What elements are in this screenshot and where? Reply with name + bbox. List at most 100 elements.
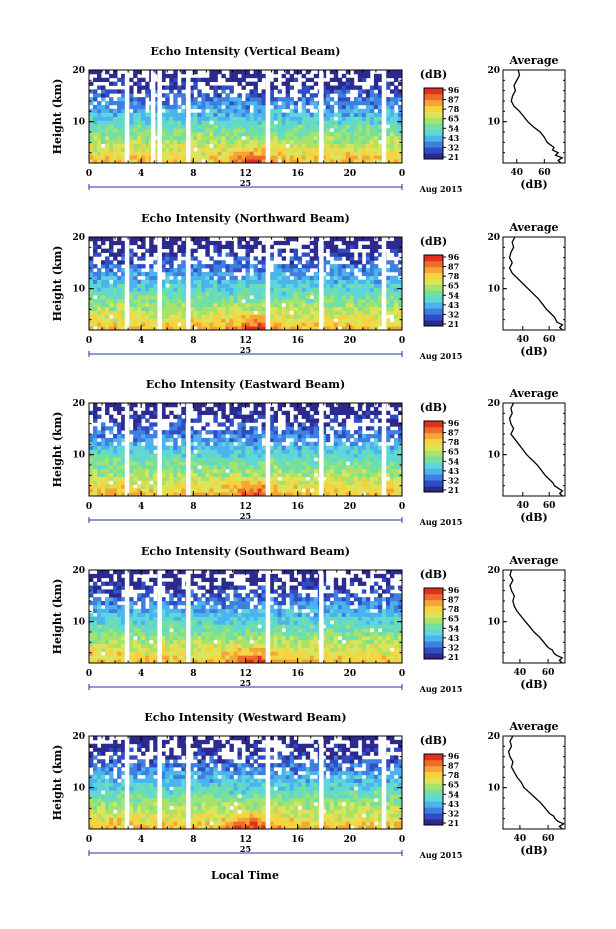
heatmap-cell [109, 240, 114, 246]
heatmap-cell [197, 112, 202, 117]
heatmap-cell [109, 248, 114, 253]
heatmap-cell [269, 128, 274, 133]
heatmap-cell [93, 306, 98, 312]
heatmap-cell [345, 248, 351, 253]
heatmap-cell [349, 132, 355, 137]
heatmap-cell [105, 271, 110, 277]
heatmap-cell [273, 139, 278, 145]
heatmap-cell [93, 279, 98, 284]
heatmap-cell [369, 264, 375, 269]
heatmap-cell [217, 314, 222, 319]
heatmap-cell [201, 108, 206, 114]
heatmap-cell [301, 89, 307, 94]
heatmap-cell [329, 310, 335, 315]
heatmap-cell [337, 89, 343, 94]
heatmap-cell [357, 124, 363, 129]
heatmap-cell [181, 484, 186, 489]
heatmap-cell [393, 472, 399, 478]
heatmap-cell [313, 248, 319, 253]
heatmap-cell [245, 240, 250, 246]
heatmap-cell [377, 237, 383, 242]
heatmap-cell [349, 318, 355, 323]
heatmap-cell [173, 492, 178, 497]
heatmap-cell [97, 449, 102, 454]
heatmap-cell [337, 430, 343, 435]
heatmap-cell [269, 318, 274, 323]
heatmap-cell [197, 430, 202, 435]
heatmap-cell [245, 434, 250, 439]
heatmap-cell [373, 299, 379, 304]
heatmap-cell [337, 85, 343, 90]
heatmap-cell [205, 306, 210, 312]
heatmap-cell [261, 143, 266, 148]
heatmap-cell [393, 139, 399, 145]
heatmap-cell [333, 264, 339, 269]
heatmap-cell [101, 237, 106, 242]
heatmap-cell [253, 81, 258, 86]
heatmap-cell [181, 159, 186, 164]
heatmap-cell [293, 306, 299, 312]
heatmap-cell [173, 322, 178, 327]
heatmap-cell [245, 306, 250, 312]
heatmap-cell [129, 414, 134, 419]
heatmap-cell [365, 271, 371, 277]
heatmap-cell [137, 457, 142, 462]
heatmap-cell [121, 279, 126, 284]
heatmap-cell [273, 147, 278, 152]
heatmap-cell [397, 453, 403, 458]
heatmap-cell [133, 430, 138, 435]
heatmap-cell [109, 484, 114, 489]
heatmap-cell [257, 453, 262, 458]
heatmap-cell [217, 108, 222, 114]
heatmap-cell [97, 430, 102, 435]
heatmap-cell [217, 422, 222, 427]
heatmap-cell [257, 260, 262, 265]
heatmap-cell [261, 434, 266, 439]
heatmap-cell [153, 410, 158, 416]
heatmap-cell [201, 484, 206, 489]
heatmap-cell [129, 326, 134, 331]
heatmap-cell [249, 139, 254, 145]
heatmap-cell [209, 128, 214, 133]
heatmap-cell [313, 295, 319, 300]
heatmap-cell [149, 465, 154, 470]
heatmap-cell [201, 492, 206, 497]
heatmap-cell [273, 410, 278, 416]
heatmap-cell [393, 77, 399, 83]
heatmap-cell [221, 406, 226, 412]
heatmap-cell [257, 484, 262, 489]
heatmap-cell [373, 457, 379, 462]
heatmap-cell [205, 488, 210, 493]
heatmap-cell [93, 151, 98, 156]
heatmap-cell [385, 116, 391, 121]
heatmap-cell [189, 116, 194, 121]
heatmap-cell [133, 306, 138, 312]
heatmap-cell [189, 449, 194, 454]
heatmap-cell [249, 461, 254, 466]
heatmap-cell [385, 81, 391, 86]
heatmap-cell [273, 472, 278, 478]
heatmap-cell [369, 116, 375, 121]
heatmap-cell [113, 132, 118, 137]
heatmap-cell [189, 159, 194, 164]
heatmap-cell [105, 260, 110, 265]
heatmap-cell [349, 453, 355, 458]
heatmap-cell [257, 77, 262, 83]
heatmap-cell [121, 406, 126, 412]
heatmap-cell [253, 410, 258, 416]
heatmap-cell [301, 73, 307, 79]
heatmap-cell [305, 414, 311, 419]
heatmap-cell [109, 441, 114, 447]
heatmap-cell [133, 135, 138, 141]
heatmap-cell [165, 430, 170, 435]
heatmap-cell [161, 151, 166, 156]
heatmap-cell [237, 457, 242, 462]
heatmap-cell [97, 468, 102, 474]
heatmap-cell [161, 468, 166, 474]
heatmap-cell [357, 430, 363, 435]
heatmap-cell [165, 132, 170, 137]
heatmap-cell [105, 124, 110, 129]
heatmap-cell [305, 326, 311, 331]
profile-x-tick-label: 40 [511, 168, 524, 178]
heatmap-cell [101, 108, 106, 114]
